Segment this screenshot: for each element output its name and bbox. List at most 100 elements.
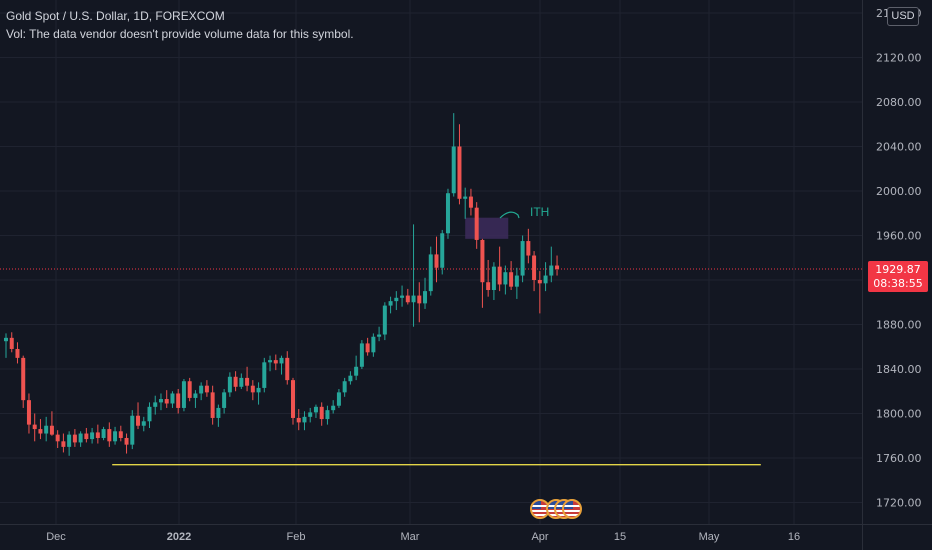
candle[interactable] — [107, 422, 112, 447]
candle[interactable] — [204, 380, 209, 397]
candle[interactable] — [348, 371, 353, 385]
candle[interactable] — [457, 124, 462, 205]
candle[interactable] — [468, 188, 473, 216]
candle[interactable] — [434, 236, 439, 283]
candle[interactable] — [164, 390, 169, 408]
candle[interactable] — [187, 377, 192, 402]
candle[interactable] — [319, 402, 324, 426]
candle[interactable] — [336, 389, 341, 408]
annotation-label[interactable]: ITH — [530, 205, 549, 219]
candle[interactable] — [365, 337, 370, 356]
candle[interactable] — [130, 410, 135, 450]
candle[interactable] — [9, 332, 14, 353]
candle[interactable] — [239, 373, 244, 390]
candle[interactable] — [38, 419, 43, 440]
candle[interactable] — [555, 255, 560, 276]
us-flag-icon[interactable] — [562, 499, 582, 519]
candle[interactable] — [520, 235, 525, 283]
currency-button[interactable]: USD — [887, 7, 919, 26]
candle[interactable] — [308, 407, 313, 423]
candle[interactable] — [256, 382, 261, 405]
candle[interactable] — [382, 302, 387, 341]
candle[interactable] — [474, 202, 479, 249]
candle[interactable] — [526, 228, 531, 264]
candle[interactable] — [279, 355, 284, 375]
candle[interactable] — [55, 430, 60, 448]
candle[interactable] — [411, 224, 416, 327]
candle[interactable] — [509, 261, 514, 291]
candle[interactable] — [147, 402, 152, 428]
candle[interactable] — [113, 426, 118, 445]
candle[interactable] — [503, 265, 508, 295]
candle[interactable] — [4, 333, 8, 358]
candle[interactable] — [331, 400, 336, 414]
candle[interactable] — [181, 379, 186, 412]
candle[interactable] — [268, 355, 273, 372]
candle[interactable] — [325, 405, 330, 425]
candle[interactable] — [417, 282, 422, 323]
candle[interactable] — [405, 288, 410, 305]
candle[interactable] — [262, 357, 267, 393]
candle[interactable] — [32, 413, 37, 442]
candle[interactable] — [222, 389, 227, 414]
candle[interactable] — [445, 188, 450, 239]
candle[interactable] — [388, 296, 393, 314]
candle[interactable] — [273, 354, 278, 371]
candle[interactable] — [199, 382, 204, 401]
candle[interactable] — [124, 433, 129, 454]
candle[interactable] — [543, 262, 548, 292]
candle[interactable] — [176, 389, 181, 414]
highlight-zone[interactable] — [465, 217, 509, 239]
candle[interactable] — [118, 425, 123, 442]
candle[interactable] — [141, 416, 146, 432]
candle[interactable] — [67, 431, 72, 456]
candle[interactable] — [49, 411, 54, 436]
candle[interactable] — [170, 391, 175, 408]
candle[interactable] — [153, 395, 158, 415]
candle[interactable] — [72, 429, 77, 447]
candle[interactable] — [354, 355, 359, 381]
candle[interactable] — [95, 424, 100, 444]
candle[interactable] — [245, 366, 250, 392]
candle[interactable] — [428, 246, 433, 296]
candle[interactable] — [158, 393, 163, 411]
candle[interactable] — [61, 433, 66, 453]
candle[interactable] — [313, 404, 318, 418]
candle[interactable] — [342, 377, 347, 397]
candle[interactable] — [210, 385, 215, 425]
candle[interactable] — [233, 371, 238, 392]
candle[interactable] — [84, 427, 89, 443]
candle[interactable] — [400, 285, 405, 307]
candle[interactable] — [394, 291, 399, 311]
candle[interactable] — [101, 426, 106, 441]
candle[interactable] — [302, 411, 307, 431]
candle[interactable] — [549, 246, 554, 283]
candle[interactable] — [491, 262, 496, 301]
candle[interactable] — [486, 259, 491, 297]
candle[interactable] — [497, 246, 502, 292]
candle[interactable] — [371, 333, 376, 357]
candle[interactable] — [21, 355, 26, 408]
candle[interactable] — [359, 340, 364, 369]
candle[interactable] — [532, 251, 537, 292]
annotation-curve[interactable] — [499, 211, 520, 219]
candle[interactable] — [78, 431, 83, 447]
candle[interactable] — [463, 187, 468, 219]
candle[interactable] — [193, 390, 198, 408]
candle[interactable] — [440, 229, 445, 275]
candle[interactable] — [537, 271, 542, 314]
candle[interactable] — [227, 372, 232, 397]
us-flag-icon[interactable] — [530, 499, 550, 519]
candle[interactable] — [451, 113, 456, 197]
candle[interactable] — [296, 409, 301, 431]
candle[interactable] — [26, 393, 31, 434]
candle[interactable] — [136, 402, 141, 430]
candle[interactable] — [15, 342, 20, 364]
candle[interactable] — [44, 416, 49, 442]
candle[interactable] — [285, 351, 290, 385]
candle[interactable] — [423, 277, 428, 309]
candle[interactable] — [216, 404, 221, 427]
candle[interactable] — [480, 238, 485, 308]
